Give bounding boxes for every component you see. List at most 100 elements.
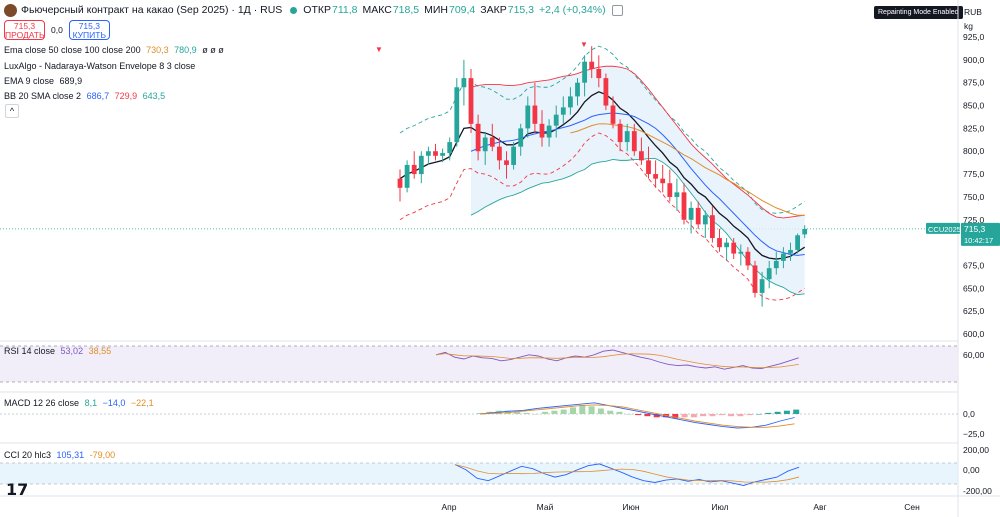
legend-cci[interactable]: CCI 20 hlc3 105,31 -79,00 xyxy=(4,450,118,460)
price-tick-label: 875,0 xyxy=(963,78,985,88)
ema9-legend-value: 689,9 xyxy=(59,76,83,86)
macd-legend-label: MACD 12 26 close xyxy=(4,398,80,408)
candle-body xyxy=(482,137,488,152)
macd-histogram-bar xyxy=(570,407,576,414)
candle-body xyxy=(653,174,658,179)
macd-histogram-bar xyxy=(542,411,549,414)
legend-bb[interactable]: BB 20 SMA close 2 686,7 729,9 643,5 xyxy=(4,91,168,101)
cci-band xyxy=(0,463,958,484)
cci-ma-line xyxy=(454,464,800,483)
bb-legend-value-3: 643,5 xyxy=(142,91,166,101)
candle-body xyxy=(489,137,495,147)
macd-histogram-bar xyxy=(690,414,697,418)
candle-body xyxy=(688,207,694,220)
price-tick-label: 800,0 xyxy=(963,146,985,156)
cci-legend-value-1: 105,31 xyxy=(56,450,85,460)
macd-histogram-bar xyxy=(793,409,800,414)
visibility-toggle-icon[interactable] xyxy=(611,4,623,16)
candle-body xyxy=(759,279,765,293)
macd-histogram-bar xyxy=(653,414,660,418)
macd-histogram-bar xyxy=(737,414,744,417)
macd-tick-label: −25,0 xyxy=(963,429,985,439)
price-badge xyxy=(961,222,1000,246)
close-label: ЗАКР xyxy=(480,4,507,16)
chart-header: Фьючерсный контракт на какао (Sep 2025) … xyxy=(0,0,960,20)
cci-line xyxy=(454,463,800,486)
buy-button[interactable]: 715,3 КУПИТЬ xyxy=(68,20,110,40)
candle-body xyxy=(617,123,623,143)
candle-body xyxy=(603,78,609,106)
open-label: ОТКР xyxy=(303,4,331,16)
candle-body xyxy=(788,249,793,254)
price-tick-label: 900,0 xyxy=(963,55,985,65)
price-axis[interactable]: 925,0 900,0 875,0 850,0 825,0 800,0 775,0 750,0… xyxy=(926,32,1000,339)
spread-value: 0,0 xyxy=(51,25,63,35)
change-value: +2,4 (+0,34%) xyxy=(539,4,606,16)
macd-legend-value-2: −14,0 xyxy=(102,398,126,408)
legend-rsi[interactable]: RSI 14 close 53,02 38,55 xyxy=(4,346,114,356)
time-tick-label: Май xyxy=(537,502,554,512)
price-tick-label: 600,0 xyxy=(963,329,985,339)
unit-label[interactable]: kg xyxy=(964,21,973,31)
candle-body xyxy=(660,178,666,184)
bb-basis-line xyxy=(470,112,805,256)
macd-histogram-bar xyxy=(774,411,781,414)
cci-tick-label: -200,00 xyxy=(963,486,992,496)
sell-signal-icon: ▼ xyxy=(580,40,588,49)
candle-body xyxy=(447,142,453,154)
legend-ema[interactable]: Ema close 50 close 100 close 200 730,3 7… xyxy=(4,45,227,55)
tradingview-logo[interactable]: 17 xyxy=(6,480,29,499)
open-value: 711,8 xyxy=(331,4,358,16)
rsi-legend-value-1: 53,02 xyxy=(60,346,84,356)
candle-body xyxy=(646,160,651,175)
candle-body xyxy=(404,164,410,188)
time-tick-label: Июн xyxy=(622,502,639,512)
legend-nadaraya[interactable]: LuxAlgo - Nadaraya-Watson Envelope 8 3 c… xyxy=(4,61,198,71)
candle-body xyxy=(674,192,680,197)
candle-body xyxy=(731,242,737,254)
cci-tick-label: 200,00 xyxy=(963,445,989,455)
bb-legend-label: BB 20 SMA close 2 xyxy=(4,91,82,101)
macd-histogram-bar xyxy=(514,411,521,414)
nw-legend-label: LuxAlgo - Nadaraya-Watson Envelope 8 3 c… xyxy=(4,61,196,71)
candle-body xyxy=(710,215,715,239)
nw-lower-envelope xyxy=(399,132,805,301)
candle-body xyxy=(525,105,531,129)
candle-body xyxy=(433,151,438,156)
currency-label[interactable]: RUB xyxy=(964,7,982,17)
bb-legend-value-2: 729,9 xyxy=(114,91,138,101)
collapse-legend-button[interactable]: ^ xyxy=(5,104,19,118)
macd-histogram-bar xyxy=(597,408,604,414)
candle-body xyxy=(461,78,467,88)
macd-histogram-bar xyxy=(681,414,688,418)
candle-body xyxy=(518,128,524,147)
macd-histogram-bar xyxy=(625,414,632,415)
indicator-lines xyxy=(399,45,806,301)
sell-button[interactable]: 715,3 ПРОДАТЬ xyxy=(4,20,45,40)
legend-macd[interactable]: MACD 12 26 close 8,1 −14,0 −22,1 xyxy=(4,398,157,408)
legend-ema9[interactable]: EMA 9 close 689,9 xyxy=(4,76,85,86)
trade-panel: 715,3 ПРОДАТЬ 0,0 715,3 КУПИТЬ xyxy=(4,20,110,40)
candle-body xyxy=(802,228,808,235)
ema-legend-label: Ema close 50 close 100 close 200 xyxy=(4,45,141,55)
macd-histogram-bar xyxy=(728,414,735,417)
candle-body xyxy=(582,61,587,83)
ema-legend-value-2: 780,9 xyxy=(174,45,197,55)
macd-histogram-bar xyxy=(644,414,651,417)
price-badge-value: 715,3 xyxy=(964,224,986,234)
candle-body xyxy=(773,260,779,269)
symbol-title[interactable]: Фьючерсный контракт на какао (Sep 2025) … xyxy=(21,4,283,16)
candle-body xyxy=(589,61,595,69)
candle-body xyxy=(546,125,552,138)
macd-histogram-bar xyxy=(700,414,707,417)
candle-body xyxy=(504,160,509,165)
macd-histogram-bar xyxy=(746,414,753,416)
macd-histogram-bar xyxy=(477,412,483,414)
candle-body xyxy=(468,78,474,124)
time-axis[interactable]: Апр Май Июн Июл Авг Сен xyxy=(442,502,921,512)
cci-legend-label: CCI 20 hlc3 xyxy=(4,450,52,460)
time-tick-label: Сен xyxy=(904,502,920,512)
macd-histogram-bar xyxy=(765,412,772,414)
macd-legend-value-3: −22,1 xyxy=(130,398,154,408)
